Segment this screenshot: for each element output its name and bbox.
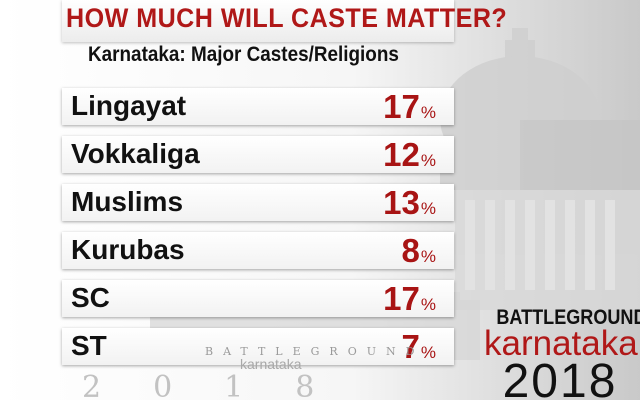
row-label: Kurubas bbox=[71, 234, 185, 265]
background-watermark-battleground: BATTLEGROUND bbox=[205, 345, 425, 358]
row-value-number: 12 bbox=[383, 136, 420, 173]
row-label: Vokkaliga bbox=[71, 138, 200, 169]
table-row: Vokkaliga 12% bbox=[62, 136, 454, 173]
row-value-number: 17 bbox=[383, 280, 420, 317]
row-value-percent-sign: % bbox=[420, 103, 436, 122]
row-value-percent-sign: % bbox=[420, 151, 436, 170]
background-watermark-year: 2018 bbox=[82, 370, 367, 405]
row-value: 17% bbox=[383, 88, 436, 126]
table-row: SC 17% bbox=[62, 280, 454, 317]
row-value-number: 8 bbox=[401, 232, 420, 269]
background-watermark-karnataka: karnataka bbox=[240, 356, 302, 372]
title-band bbox=[62, 0, 454, 42]
row-value-number: 17 bbox=[383, 88, 420, 125]
row-value: 17% bbox=[383, 280, 436, 318]
chart-subtitle: Karnataka: Major Castes/Religions bbox=[88, 43, 399, 66]
row-label: Lingayat bbox=[71, 90, 187, 121]
row-value-percent-sign: % bbox=[420, 295, 436, 314]
table-row: Muslims 13% bbox=[62, 184, 454, 221]
table-row: Kurubas 8% bbox=[62, 232, 454, 269]
row-label: ST bbox=[71, 330, 107, 361]
logo-battleground: BATTLEGROUND bbox=[496, 306, 640, 329]
logo-year: 2018 bbox=[502, 355, 618, 408]
row-value: 8% bbox=[402, 232, 436, 270]
row-label: Muslims bbox=[71, 186, 184, 217]
table-row: Lingayat 17% bbox=[62, 88, 454, 125]
row-value: 7% bbox=[402, 328, 436, 366]
logo-karnataka: karnataka bbox=[484, 324, 638, 363]
row-label: SC bbox=[71, 282, 110, 313]
row-value-number: 7 bbox=[401, 328, 420, 365]
row-value-percent-sign: % bbox=[420, 247, 436, 266]
table-row: ST 7% bbox=[62, 328, 454, 365]
row-value: 12% bbox=[383, 136, 436, 174]
chart-title: HOW MUCH WILL CASTE MATTER? bbox=[66, 3, 508, 33]
row-value-number: 13 bbox=[383, 184, 420, 221]
row-value: 13% bbox=[383, 184, 436, 222]
row-value-percent-sign: % bbox=[420, 343, 436, 362]
row-value-percent-sign: % bbox=[420, 199, 436, 218]
